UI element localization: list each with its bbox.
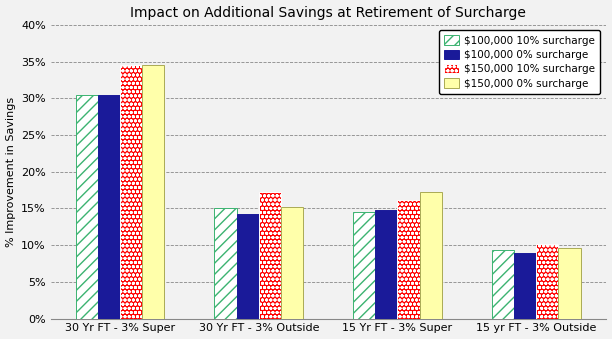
Bar (397, 200, 420, 319)
Bar (492, 250, 514, 319)
Bar (558, 248, 581, 319)
Bar (98, 95, 120, 319)
Bar (214, 208, 237, 319)
Bar (76, 95, 98, 319)
Bar (259, 192, 281, 319)
Bar (237, 214, 259, 319)
Title: Impact on Additional Savings at Retirement of Surcharge: Impact on Additional Savings at Retireme… (130, 5, 526, 20)
Bar (375, 210, 397, 319)
Bar (142, 65, 165, 319)
Bar (514, 253, 536, 319)
Legend: $100,000 10% surcharge, $100,000 0% surcharge, $150,000 10% surcharge, $150,000 : $100,000 10% surcharge, $100,000 0% surc… (439, 30, 600, 94)
Bar (420, 192, 442, 319)
Bar (120, 65, 142, 319)
Bar (353, 212, 375, 319)
Bar (281, 207, 303, 319)
Bar (536, 244, 558, 319)
Y-axis label: % Improvement in Savings: % Improvement in Savings (6, 97, 15, 247)
